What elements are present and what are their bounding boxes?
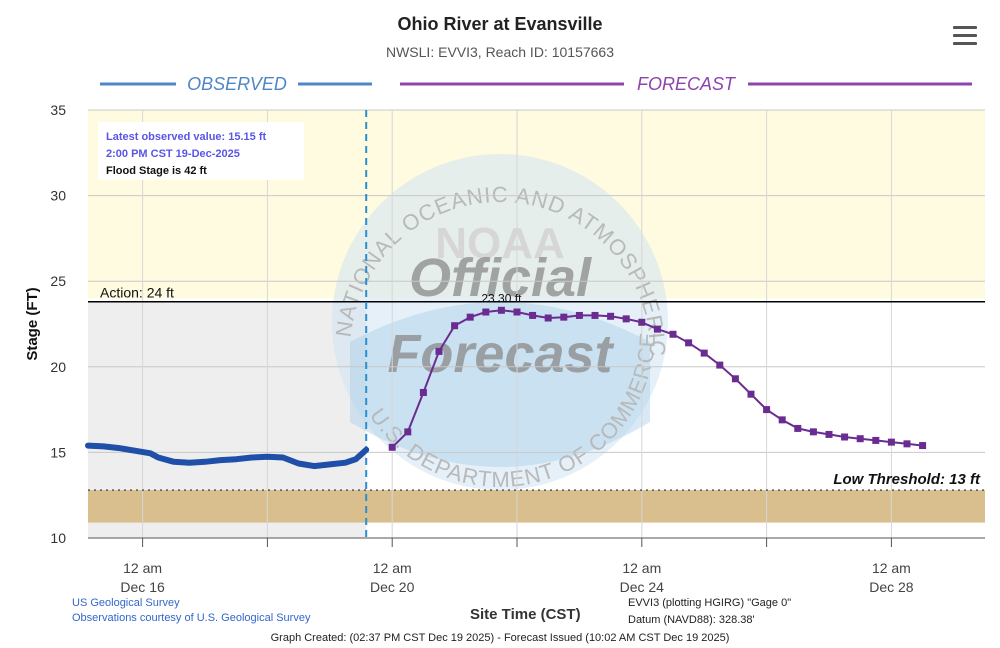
latest-value-text: Latest observed value: 15.15 ft bbox=[106, 131, 267, 143]
y-tick-label: 35 bbox=[50, 102, 66, 118]
y-tick-label: 30 bbox=[50, 188, 66, 204]
forecast-point-marker bbox=[809, 428, 817, 436]
forecast-point-marker bbox=[872, 436, 880, 444]
graph-created-note: Graph Created: (02:37 PM CST Dec 19 2025… bbox=[270, 632, 730, 644]
forecast-point-marker bbox=[529, 311, 537, 319]
x-tick-label: 12 am bbox=[872, 560, 911, 576]
forecast-point-marker bbox=[856, 435, 864, 443]
forecast-point-marker bbox=[388, 443, 396, 451]
forecast-point-marker bbox=[607, 312, 615, 320]
flood-stage-text: Flood Stage is 42 ft bbox=[106, 165, 207, 177]
forecast-point-marker bbox=[451, 322, 459, 330]
forecast-point-marker bbox=[731, 375, 739, 383]
usgs-observations-credit[interactable]: Observations courtesy of U.S. Geological… bbox=[72, 612, 311, 624]
y-tick-label: 10 bbox=[50, 530, 66, 546]
forecast-point-marker bbox=[513, 308, 521, 316]
low-threshold-label: Low Threshold: 13 ft bbox=[833, 471, 981, 488]
forecast-point-marker bbox=[841, 433, 849, 441]
y-axis-title: Stage (FT) bbox=[24, 287, 41, 360]
forecast-point-marker bbox=[903, 440, 911, 448]
forecast-point-marker bbox=[404, 428, 412, 436]
forecast-point-marker bbox=[763, 406, 771, 414]
forecast-point-marker bbox=[560, 313, 568, 321]
x-tick-label: Dec 28 bbox=[869, 579, 914, 595]
latest-value-box bbox=[98, 122, 304, 180]
menu-bar-icon bbox=[953, 42, 977, 45]
forecast-point-marker bbox=[435, 347, 443, 355]
datum-info: Datum (NAVD88): 328.38' bbox=[628, 614, 755, 626]
forecast-point-marker bbox=[716, 361, 724, 369]
chart-subtitle: NWSLI: EVVI3, Reach ID: 10157663 bbox=[385, 44, 614, 60]
forecast-point-marker bbox=[544, 314, 552, 322]
forecast-point-marker bbox=[778, 416, 786, 424]
y-tick-label: 15 bbox=[50, 444, 66, 460]
forecast-point-marker bbox=[591, 311, 599, 319]
observed-series-line bbox=[85, 442, 370, 470]
x-tick-label: Dec 20 bbox=[370, 579, 415, 595]
forecast-point-marker bbox=[887, 438, 895, 446]
forecast-point-marker bbox=[825, 430, 833, 438]
forecast-point-marker bbox=[622, 315, 630, 323]
x-tick-label: 12 am bbox=[622, 560, 661, 576]
forecast-point-marker bbox=[685, 339, 693, 347]
y-tick-label: 25 bbox=[50, 273, 66, 289]
usgs-credit[interactable]: US Geological Survey bbox=[72, 597, 180, 609]
forecast-point-marker bbox=[419, 388, 427, 396]
forecast-point-marker bbox=[466, 313, 474, 321]
watermark-forecast-text: Forecast bbox=[387, 324, 614, 384]
forecast-peak-label: 23.30 ft bbox=[481, 291, 522, 305]
menu-bar-icon bbox=[953, 34, 977, 37]
forecast-section-label: FORECAST bbox=[637, 74, 737, 94]
observed-section-label: OBSERVED bbox=[187, 74, 287, 94]
forecast-point-marker bbox=[653, 325, 661, 333]
forecast-point-marker bbox=[700, 349, 708, 357]
menu-bar-icon bbox=[953, 26, 977, 29]
x-tick-label: Dec 24 bbox=[620, 579, 665, 595]
forecast-point-marker bbox=[497, 306, 505, 314]
forecast-point-marker bbox=[794, 424, 802, 432]
forecast-point-marker bbox=[747, 390, 755, 398]
latest-value-time: 2:00 PM CST 19-Dec-2025 bbox=[106, 148, 240, 160]
action-threshold-label: Action: 24 ft bbox=[100, 285, 174, 301]
y-tick-label: 20 bbox=[50, 359, 66, 375]
forecast-point-marker bbox=[482, 308, 490, 316]
forecast-point-marker bbox=[919, 442, 927, 450]
x-tick-label: Dec 16 bbox=[120, 579, 165, 595]
forecast-point-marker bbox=[575, 311, 583, 319]
noaa-watermark-wave bbox=[350, 302, 650, 467]
x-tick-label: 12 am bbox=[123, 560, 162, 576]
x-axis-title: Site Time (CST) bbox=[470, 606, 581, 623]
forecast-point-marker bbox=[669, 330, 677, 338]
noaa-watermark-disc bbox=[332, 154, 668, 490]
gage-info: EVVI3 (plotting HGIRG) "Gage 0" bbox=[628, 597, 792, 609]
stage-band bbox=[88, 490, 985, 523]
watermark-official-text: Official bbox=[409, 248, 592, 308]
watermark-noaa-text: NOAA bbox=[435, 219, 565, 268]
forecast-point-marker bbox=[638, 318, 646, 326]
hamburger-menu-icon[interactable] bbox=[953, 26, 977, 48]
x-tick-label: 12 am bbox=[373, 560, 412, 576]
chart-title: Ohio River at Evansville bbox=[397, 14, 603, 34]
